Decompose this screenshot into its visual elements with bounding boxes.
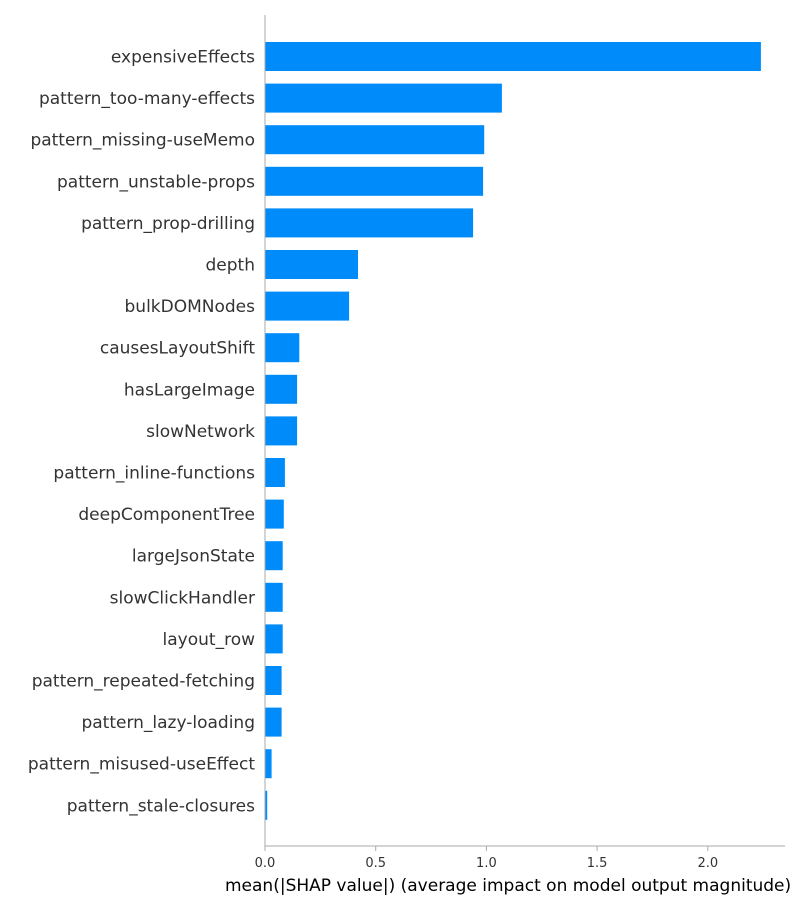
bar-pattern_misused-useEffect [265,749,272,779]
bar-pattern_repeated-fetching [265,666,282,695]
x-tick-label: 0.5 [365,856,386,871]
category-label: depth [206,256,255,276]
category-label: layout_row [163,630,256,650]
bar-pattern_missing-useMemo [265,125,485,155]
category-label: pattern_missing-useMemo [30,131,255,151]
category-label: largeJsonState [132,547,255,567]
x-axis-title: mean(|SHAP value|) (average impact on mo… [225,876,791,896]
category-label: pattern_unstable-props [57,172,255,192]
category-label: pattern_inline-functions [53,464,255,484]
category-label: bulkDOMNodes [125,297,256,317]
category-label: slowNetwork [146,422,255,442]
x-tick-label: 0.0 [255,856,276,871]
bar-slowClickHandler [265,582,283,612]
category-label: pattern_lazy-loading [81,713,255,733]
x-axis-ticks: 0.0 0.5 1.0 1.5 2.0 [255,846,718,871]
bar-depth [265,250,358,279]
category-label: pattern_prop-drilling [81,214,255,234]
bar-hasLargeImage [265,374,298,404]
category-label: pattern_misused-useEffect [28,755,255,775]
bars-layer [265,42,761,820]
category-label: hasLargeImage [124,380,255,400]
bar-causesLayoutShift [265,333,300,363]
category-labels: expensiveEffects pattern_too-many-effects… [28,48,255,817]
category-label: deepComponentTree [78,505,255,525]
x-tick-label: 1.5 [587,856,608,871]
bar-bulkDOMNodes [265,291,350,321]
bar-pattern_prop-drilling [265,208,474,238]
bar-slowNetwork [265,416,298,446]
category-label: pattern_too-many-effects [39,89,255,109]
category-label: expensiveEffects [111,48,255,68]
category-label: pattern_repeated-fetching [32,672,255,692]
x-tick-label: 1.0 [476,856,497,871]
category-label: pattern_stale-closures [67,796,255,816]
bar-pattern_stale-closures [265,790,268,820]
bar-pattern_inline-functions [265,458,285,487]
bar-deepComponentTree [265,499,284,529]
bar-layout_row [265,624,283,654]
category-label: slowClickHandler [110,588,255,608]
bar-expensiveEffects [265,42,761,71]
bar-pattern_too-many-effects [265,83,502,113]
bar-largeJsonState [265,541,283,571]
category-label: causesLayoutShift [100,339,255,359]
bar-pattern_unstable-props [265,166,484,196]
x-tick-label: 2.0 [697,856,718,871]
bar-pattern_lazy-loading [265,707,282,737]
